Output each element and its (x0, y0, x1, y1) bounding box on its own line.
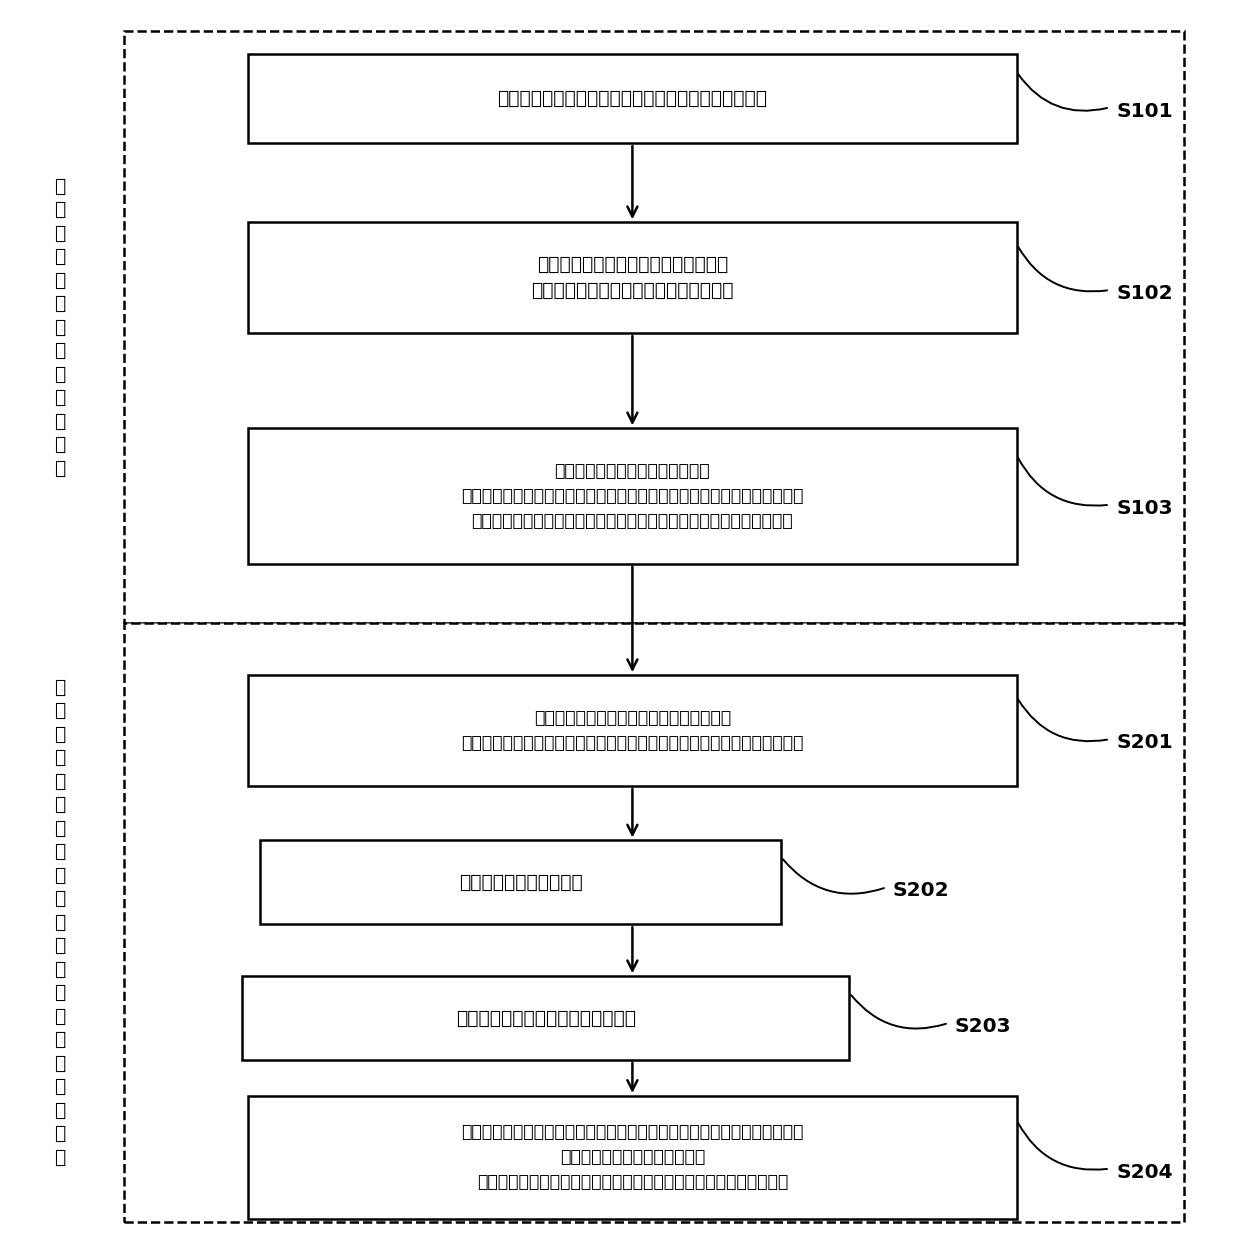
FancyBboxPatch shape (248, 54, 1017, 143)
Text: 将两个拉力手柄分别向两侧牵引移动: 将两个拉力手柄分别向两侧牵引移动 (455, 1008, 636, 1028)
Text: S203: S203 (955, 1017, 1012, 1037)
Text: S102: S102 (1116, 284, 1173, 304)
Text: S204: S204 (1116, 1162, 1173, 1182)
FancyBboxPatch shape (248, 428, 1017, 564)
FancyBboxPatch shape (124, 623, 1184, 1222)
Text: S103: S103 (1116, 499, 1173, 518)
FancyBboxPatch shape (124, 31, 1184, 623)
FancyBboxPatch shape (248, 1096, 1017, 1219)
Text: 测
试
贯
穿
缝
线
因
牵
引
而
对
血
管
壁
产
生
的
切
割
应
力: 测 试 贯 穿 缝 线 因 牵 引 而 对 血 管 壁 产 生 的 切 割 应 … (53, 677, 66, 1167)
Text: S202: S202 (893, 881, 950, 901)
Text: 将两个拉力手柄分别向两端移动拉伸，
病变血管壁材料产生拉伸应变及对应应力: 将两个拉力手柄分别向两端移动拉伸， 病变血管壁材料产生拉伸应变及对应应力 (531, 255, 734, 300)
Text: 将两个拉力手柄平行放置: 将两个拉力手柄平行放置 (459, 872, 583, 892)
Text: 测
试
双
侧
拉
伸
应
变
及
对
应
应
力: 测 试 双 侧 拉 伸 应 变 及 对 应 应 力 (53, 176, 66, 478)
Text: 在病变血管壁材料还未断裂之前，
通过两个拉力手柄上测量出的拉力值，获得病变血管壁材料的拉伸应力值；
通过检测两个拉力手柄的相对位移，获得病变血管壁材料的拉伸应变: 在病变血管壁材料还未断裂之前， 通过两个拉力手柄上测量出的拉力值，获得病变血管壁… (461, 462, 804, 531)
FancyBboxPatch shape (260, 840, 781, 924)
FancyBboxPatch shape (242, 976, 849, 1060)
FancyBboxPatch shape (248, 675, 1017, 786)
Text: 通过测量两个拉力手柄的拉力值、两个拉力手柄的位移及牵引后的手术缝线
与病变血管壁材料之间的夹角，
求得病变血管壁材料在水平方向应力、垂直方向应力以及应变的大小: 通过测量两个拉力手柄的拉力值、两个拉力手柄的位移及牵引后的手术缝线 与病变血管壁… (461, 1123, 804, 1192)
Text: S101: S101 (1116, 101, 1173, 121)
Text: 将所述手术缝线垂直穿透病变血管壁材料，
利用两个拉力手柄分别夹闭在手术缝线的两端距病变血管壁材料相同距离处: 将所述手术缝线垂直穿透病变血管壁材料， 利用两个拉力手柄分别夹闭在手术缝线的两端… (461, 710, 804, 752)
Text: S201: S201 (1116, 733, 1173, 753)
Text: 将病变血管壁材料的两端分别夹闭在两个拉力手柄之间: 将病变血管壁材料的两端分别夹闭在两个拉力手柄之间 (497, 89, 768, 109)
FancyBboxPatch shape (248, 222, 1017, 333)
